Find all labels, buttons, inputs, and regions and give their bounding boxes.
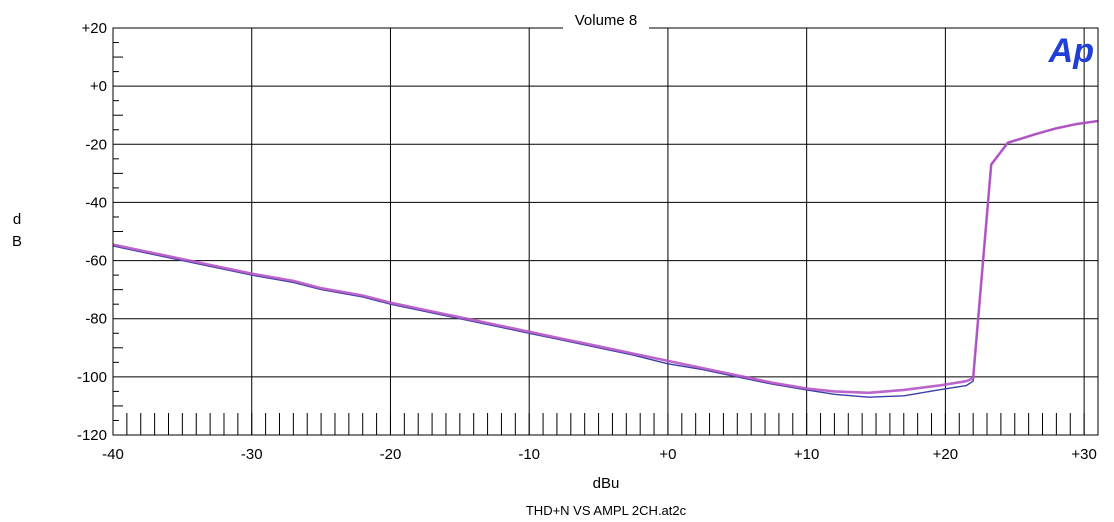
x-tick-labels: -40 -30 -20 -10 +0 +10 +20 +30 [102, 446, 1097, 463]
y-axis-label-line2: B [12, 233, 22, 250]
grid [113, 28, 1098, 435]
x-tick-label: +10 [794, 446, 819, 463]
x-tick-label: +20 [933, 446, 958, 463]
x-tick-label: -40 [102, 446, 124, 463]
ap-logo: Ap [1048, 32, 1094, 70]
chart-title: Volume 8 [575, 12, 638, 29]
y-tick-label: -40 [85, 194, 107, 211]
y-tick-label: +20 [82, 20, 107, 37]
x-tick-label: +30 [1071, 446, 1096, 463]
y-tick-label: -120 [77, 427, 107, 444]
y-tick-label: -80 [85, 311, 107, 328]
series-lines [112, 119, 1099, 398]
x-tick-label: -30 [241, 446, 263, 463]
minor-ticks [112, 42, 1099, 435]
y-tick-label: +0 [90, 78, 107, 95]
x-tick-label: +0 [659, 446, 676, 463]
x-axis-label: dBu [593, 475, 620, 492]
y-tick-label: -60 [85, 253, 107, 270]
y-axis-label-line1: d [13, 211, 21, 228]
x-tick-label: -10 [518, 446, 540, 463]
y-tick-label: -100 [77, 369, 107, 386]
series-line-1 [112, 120, 1099, 398]
x-tick-label: -20 [380, 446, 402, 463]
series-line-2 [112, 119, 1099, 395]
y-tick-label: -20 [85, 136, 107, 153]
footer-filename: THD+N VS AMPL 2CH.at2c [526, 503, 687, 518]
title-background [563, 10, 649, 29]
plot-frame [112, 27, 1099, 436]
y-tick-labels: +20 +0 -20 -40 -60 -80 -100 -120 [77, 20, 107, 444]
